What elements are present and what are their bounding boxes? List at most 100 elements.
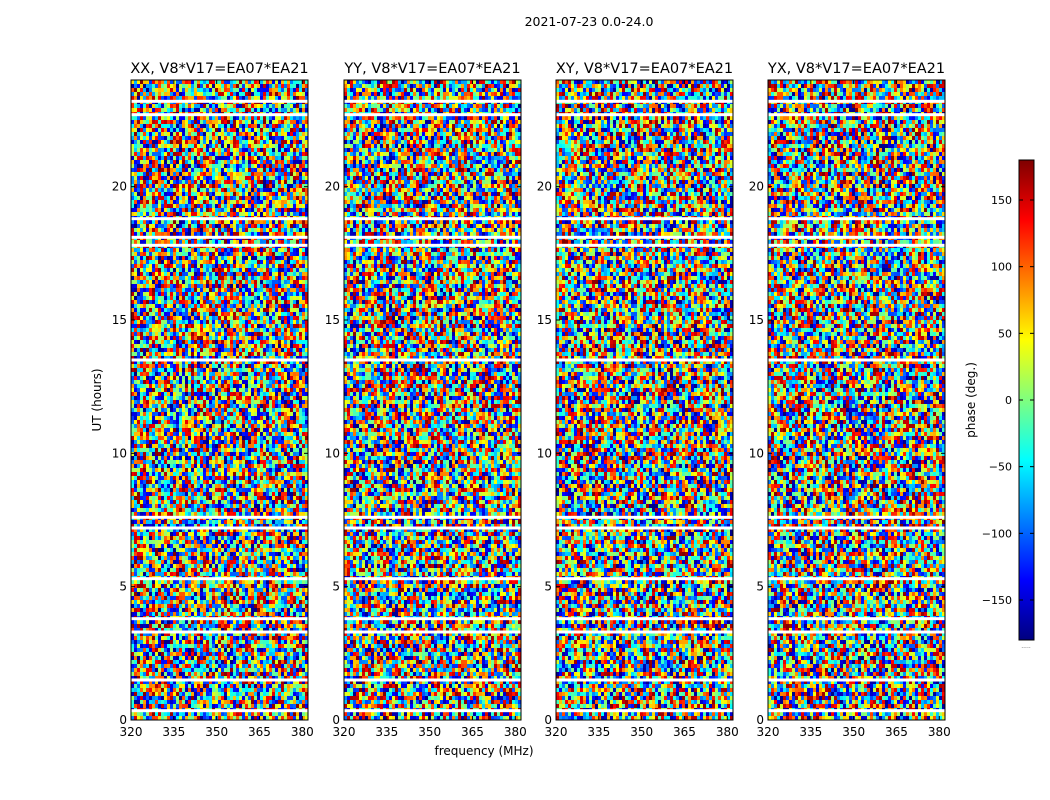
flagged-gap (131, 99, 308, 103)
y-tick-label: 5 (332, 580, 340, 594)
colorbar-tick-label: 0 (1005, 394, 1012, 407)
phase-image (768, 80, 945, 720)
phase-image (556, 80, 733, 720)
flagged-gap (131, 678, 308, 682)
y-tick-label: 15 (537, 313, 552, 327)
x-tick-label: 335 (587, 725, 610, 739)
flagged-gap (131, 617, 308, 621)
flagged-gap (768, 515, 945, 519)
flagged-gap (768, 243, 945, 247)
flagged-gap (344, 358, 521, 362)
x-tick-label: 350 (205, 725, 228, 739)
colorbar-footer: ..... (1021, 643, 1031, 650)
flagged-gap (768, 617, 945, 621)
y-tick-label: 10 (537, 446, 552, 460)
flagged-gap (768, 630, 945, 634)
y-tick-label: 5 (119, 580, 127, 594)
flagged-gap (344, 113, 521, 117)
heatmap-panels: XX, V8*V17=EA07*EA21 320 335 350 365 380 0 5 10 1… (112, 61, 951, 739)
flagged-gap (556, 235, 733, 239)
flagged-gap (556, 709, 733, 713)
x-tick-label: 380 (928, 725, 951, 739)
panel-frame (555, 79, 734, 721)
flagged-gap (344, 709, 521, 713)
y-tick-label: 0 (332, 713, 340, 727)
flagged-gap (344, 678, 521, 682)
x-tick-label: 365 (248, 725, 271, 739)
y-tick-label: 10 (112, 446, 127, 460)
y-tick-label: 20 (537, 180, 552, 194)
y-tick-label: 0 (544, 713, 552, 727)
heatmap-panel-4: YX, V8*V17=EA07*EA21 320 335 350 365 380 0 5 10 1… (749, 61, 951, 739)
flagged-gap (556, 617, 733, 621)
flagged-gap (344, 243, 521, 247)
flagged-gap (131, 243, 308, 247)
flagged-gap (556, 358, 733, 362)
flagged-gap (131, 577, 308, 581)
flagged-gap (768, 678, 945, 682)
x-tick-label: 335 (162, 725, 185, 739)
y-axis-label: UT (hours) (90, 368, 104, 431)
figure-title: 2021-07-23 0.0-24.0 (525, 14, 654, 29)
flagged-gap (344, 617, 521, 621)
x-tick-label: 380 (716, 725, 739, 739)
x-tick-label: 365 (461, 725, 484, 739)
flagged-gap (131, 113, 308, 117)
phase-image (344, 80, 521, 720)
flagged-gap (556, 99, 733, 103)
flagged-gap (768, 526, 945, 530)
flagged-gap (344, 235, 521, 239)
colorbar-ticks: 150 100 50 0 −50 −100 −150 (982, 194, 1034, 607)
colorbar-tick-label: −150 (982, 594, 1012, 607)
flagged-gap (344, 217, 521, 221)
y-tick-label: 20 (325, 180, 340, 194)
flagged-gap (768, 235, 945, 239)
flagged-gap (344, 577, 521, 581)
y-tick-label: 0 (119, 713, 127, 727)
y-tick-label: 15 (749, 313, 764, 327)
x-tick-label: 350 (630, 725, 653, 739)
y-tick-label: 5 (756, 580, 764, 594)
panel-frame (343, 79, 522, 721)
x-tick-label: 320 (545, 725, 568, 739)
flagged-gap (556, 113, 733, 117)
flagged-gap (556, 577, 733, 581)
flagged-gap (131, 235, 308, 239)
x-tick-label: 380 (291, 725, 314, 739)
x-tick-label: 335 (375, 725, 398, 739)
flagged-gap (768, 358, 945, 362)
x-tick-label: 320 (120, 725, 143, 739)
flagged-gap (768, 577, 945, 581)
flagged-gap (768, 113, 945, 117)
flagged-gap (131, 358, 308, 362)
x-tick-label: 320 (757, 725, 780, 739)
panel-title: YX, V8*V17=EA07*EA21 (767, 61, 945, 77)
panel-title: XY, V8*V17=EA07*EA21 (556, 61, 733, 77)
flagged-gap (131, 217, 308, 221)
flagged-gap (131, 709, 308, 713)
flagged-gap (556, 678, 733, 682)
heatmap-panel-2: YY, V8*V17=EA07*EA21 320 335 350 365 380 0 5 10 1… (325, 61, 527, 739)
y-tick-label: 15 (112, 313, 127, 327)
flagged-gap (344, 630, 521, 634)
y-tick-label: 5 (544, 580, 552, 594)
colorbar: 150 100 50 0 −50 −100 −150 phase (deg.) ..... (964, 159, 1035, 650)
colorbar-tick-label: 50 (998, 327, 1012, 340)
flagged-gap (131, 526, 308, 530)
phase-image (131, 80, 308, 720)
flagged-gap (768, 217, 945, 221)
panel-frame (767, 79, 946, 721)
y-tick-label: 10 (325, 446, 340, 460)
flagged-gap (768, 709, 945, 713)
colorbar-tick-label: 100 (991, 261, 1012, 274)
flagged-gap (131, 630, 308, 634)
panel-title: XX, V8*V17=EA07*EA21 (130, 61, 308, 77)
heatmap-panel-3: XY, V8*V17=EA07*EA21 320 335 350 365 380 0 5 10 1… (537, 61, 739, 739)
y-tick-label: 10 (749, 446, 764, 460)
colorbar-tick-label: −50 (989, 461, 1012, 474)
flagged-gap (556, 526, 733, 530)
flagged-gap (344, 99, 521, 103)
flagged-gap (556, 515, 733, 519)
x-tick-label: 335 (799, 725, 822, 739)
